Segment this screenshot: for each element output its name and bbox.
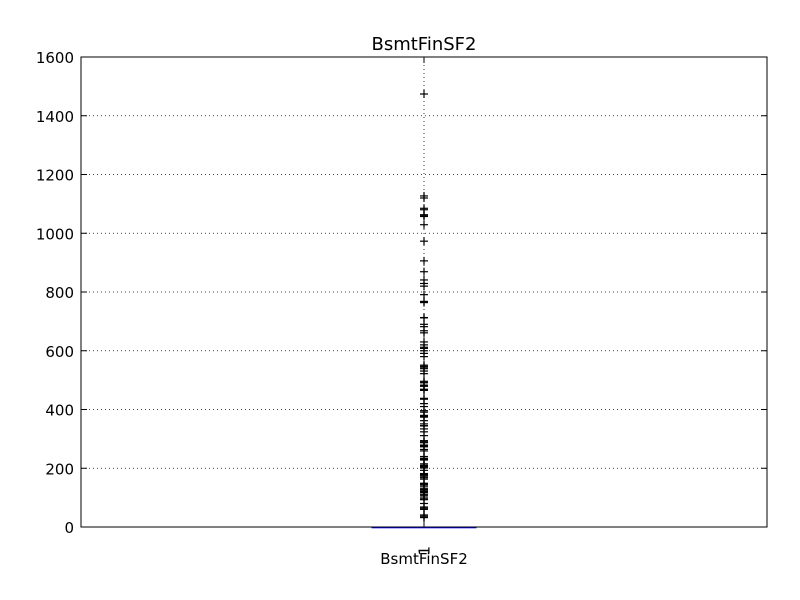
- y-tick-label: 0: [64, 519, 74, 537]
- y-tick-label: 1400: [36, 108, 74, 126]
- flier-layer: [420, 90, 428, 522]
- outlier-point: [420, 267, 428, 276]
- outlier-point: [420, 256, 428, 265]
- outlier-point: [420, 191, 428, 200]
- outlier-point: [420, 90, 428, 99]
- outlier-point: [420, 297, 428, 306]
- y-tick-label: 200: [45, 460, 74, 478]
- outlier-point: [420, 204, 428, 213]
- y-tick-label: 1200: [36, 167, 74, 185]
- outlier-point: [420, 220, 428, 229]
- x-axis-label: BsmtFinSF2: [380, 550, 468, 568]
- y-tick-label: 1600: [36, 49, 74, 67]
- y-tick-label: 800: [45, 284, 74, 302]
- outlier-point: [420, 361, 428, 370]
- outlier-point: [420, 394, 428, 403]
- x-tick-label: 1: [415, 546, 433, 556]
- y-tick-label: 1000: [36, 225, 74, 243]
- y-tick-label: 600: [45, 343, 74, 361]
- outlier-point: [420, 290, 428, 299]
- y-tick-label: 400: [45, 402, 74, 420]
- y-axis: 0 200 400 600 800 1000 1200 1400 1600: [36, 49, 767, 537]
- chart-title: BsmtFinSF2: [371, 34, 476, 55]
- x-axis: 1: [415, 57, 433, 556]
- outlier-point: [420, 275, 428, 284]
- outlier-point: [420, 377, 428, 386]
- outlier-point: [420, 313, 428, 322]
- outlier-point: [420, 337, 428, 346]
- outlier-point: [420, 237, 428, 246]
